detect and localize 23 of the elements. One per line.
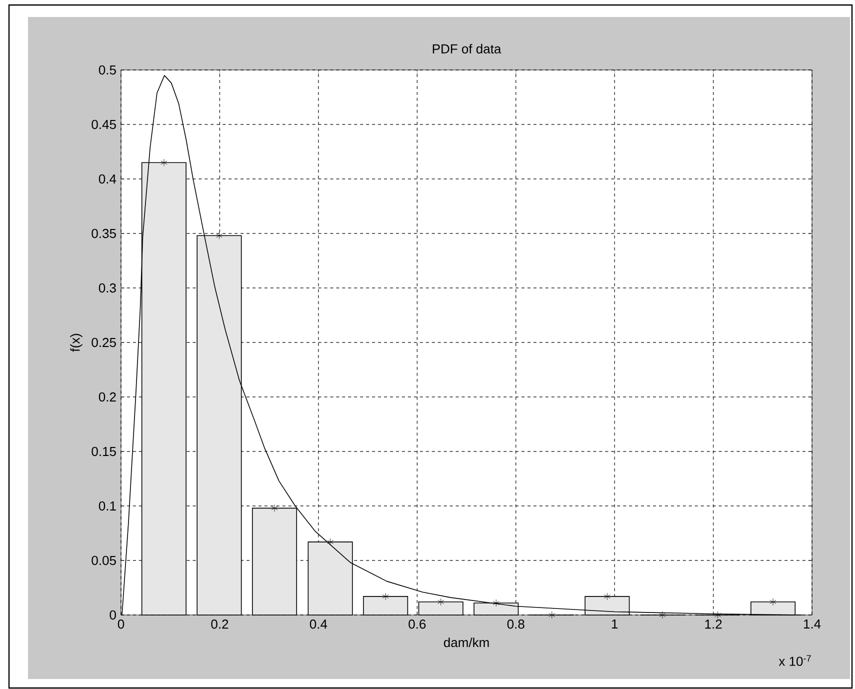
text: x 10$^{-7}$ bbox=[778, 655, 811, 666]
x-axis-title: dam/km bbox=[444, 638, 489, 648]
x-tick-label: 1.4 bbox=[804, 620, 821, 628]
x-tick-label: 1.2 bbox=[705, 620, 722, 629]
x-tick-label: 0.8 bbox=[507, 620, 524, 629]
y-tick-label: 0 bbox=[110, 610, 116, 620]
y-tick-label: 0.25 bbox=[92, 338, 116, 348]
y-tick-label: 0.15 bbox=[92, 446, 116, 456]
y-tick-label: 0.2 bbox=[98, 392, 116, 402]
y-tick-label: 0.05 bbox=[92, 556, 116, 566]
y-tick-label: 0.35 bbox=[92, 228, 116, 238]
y-tick-label: 0.5 bbox=[98, 65, 116, 75]
y-tick-label: 0.3 bbox=[98, 283, 116, 293]
y-axis-title: f(x) bbox=[70, 334, 82, 352]
x-tick-label: 0.4 bbox=[310, 620, 328, 629]
x-tick-label: 0.2 bbox=[211, 620, 228, 629]
x-tick-label: 0 bbox=[118, 620, 124, 629]
x-tick-label: 1 bbox=[612, 620, 618, 628]
y-tick-label: 0.1 bbox=[98, 501, 116, 511]
y-tick-label: 0.4 bbox=[98, 174, 116, 184]
x-tick-label: 0.6 bbox=[408, 620, 426, 629]
y-tick-label: 0.45 bbox=[92, 120, 116, 130]
chart-title: PDF of data bbox=[432, 44, 502, 54]
